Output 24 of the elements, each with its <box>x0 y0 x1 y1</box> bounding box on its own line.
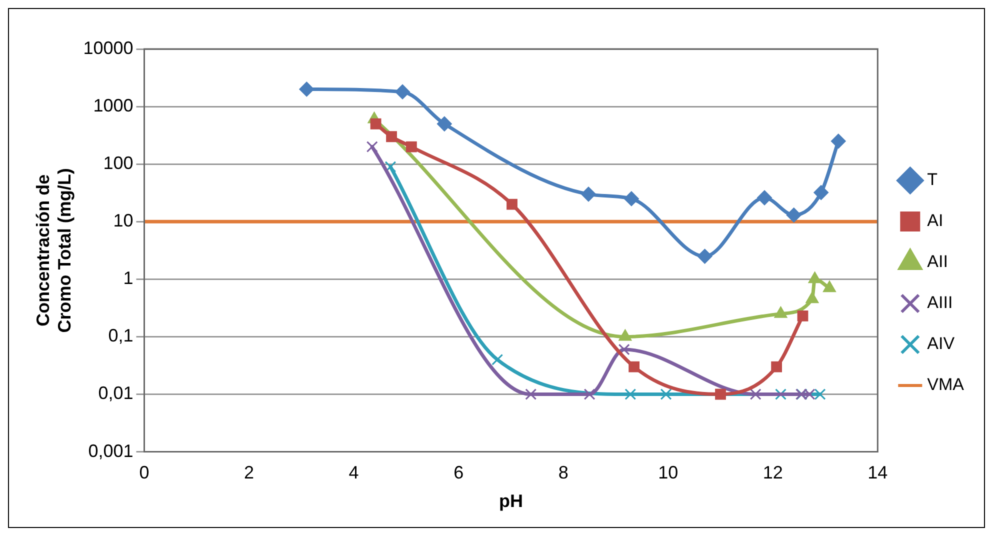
legend-label: AIII <box>927 293 953 312</box>
x-tick-label: 8 <box>558 462 568 483</box>
x-tick-label: 0 <box>139 462 150 483</box>
legend-label: VMA <box>927 375 965 394</box>
y-axis-title: Concentración de Cromo Total (mg/L) <box>32 168 74 333</box>
x-tick-label: 6 <box>454 462 464 483</box>
y-tick-label: 100 <box>103 153 134 174</box>
x-axis-title: pH <box>498 491 523 512</box>
x-tick-label: 10 <box>658 462 678 483</box>
x-tick-label: 2 <box>244 462 254 483</box>
legend-label: AII <box>927 252 948 272</box>
y-tick-label: 10000 <box>83 38 134 58</box>
y-tick-label: 0,01 <box>98 383 134 404</box>
legend-label: AIV <box>927 334 956 354</box>
y-tick-label: 1000 <box>93 96 134 116</box>
y-tick-label: 0,1 <box>108 326 134 346</box>
y-tick-label: 1 <box>123 268 134 288</box>
legend-label: T <box>927 170 938 190</box>
x-tick-label: 4 <box>348 462 359 483</box>
y-tick-label: 0,001 <box>88 440 134 461</box>
x-tick-label: 14 <box>868 462 888 483</box>
y-tick-label: 10 <box>113 210 134 231</box>
x-tick-label: 12 <box>762 462 783 483</box>
legend-label: AI <box>927 211 944 230</box>
